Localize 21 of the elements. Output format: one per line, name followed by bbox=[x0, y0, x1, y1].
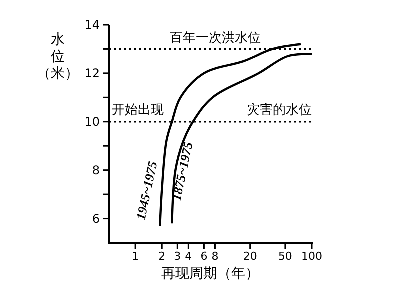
y-tick-label: 12 bbox=[84, 66, 100, 81]
y-axis-title: 水位（米） bbox=[37, 32, 79, 82]
y-tick-label: 8 bbox=[92, 164, 100, 178]
x-tick-label: 1 bbox=[132, 250, 140, 263]
x-tick-label: 100 bbox=[302, 250, 322, 263]
y-tick-label: 6 bbox=[92, 212, 100, 226]
text: 1945~1975 bbox=[133, 160, 160, 222]
text: 1875~1975 bbox=[168, 140, 196, 202]
x-axis-title: 再现周期（年） bbox=[162, 266, 260, 282]
x-tick-label: 4 bbox=[185, 250, 192, 263]
ref-line-label: 百年一次洪水位 bbox=[170, 31, 261, 46]
annotation: 灾害的水位 bbox=[247, 102, 312, 118]
x-tick-label: 3 bbox=[174, 250, 182, 263]
x-tick-label: 6 bbox=[200, 250, 208, 263]
x-tick-label: 8 bbox=[212, 250, 219, 263]
annotation: 开始出现 bbox=[112, 102, 164, 118]
x-tick-label: 20 bbox=[243, 250, 258, 263]
y-tick-label: 14 bbox=[84, 18, 100, 32]
y-tick-label: 10 bbox=[84, 115, 100, 130]
x-tick-label: 2 bbox=[158, 250, 166, 263]
x-tick-label: 50 bbox=[278, 250, 292, 263]
